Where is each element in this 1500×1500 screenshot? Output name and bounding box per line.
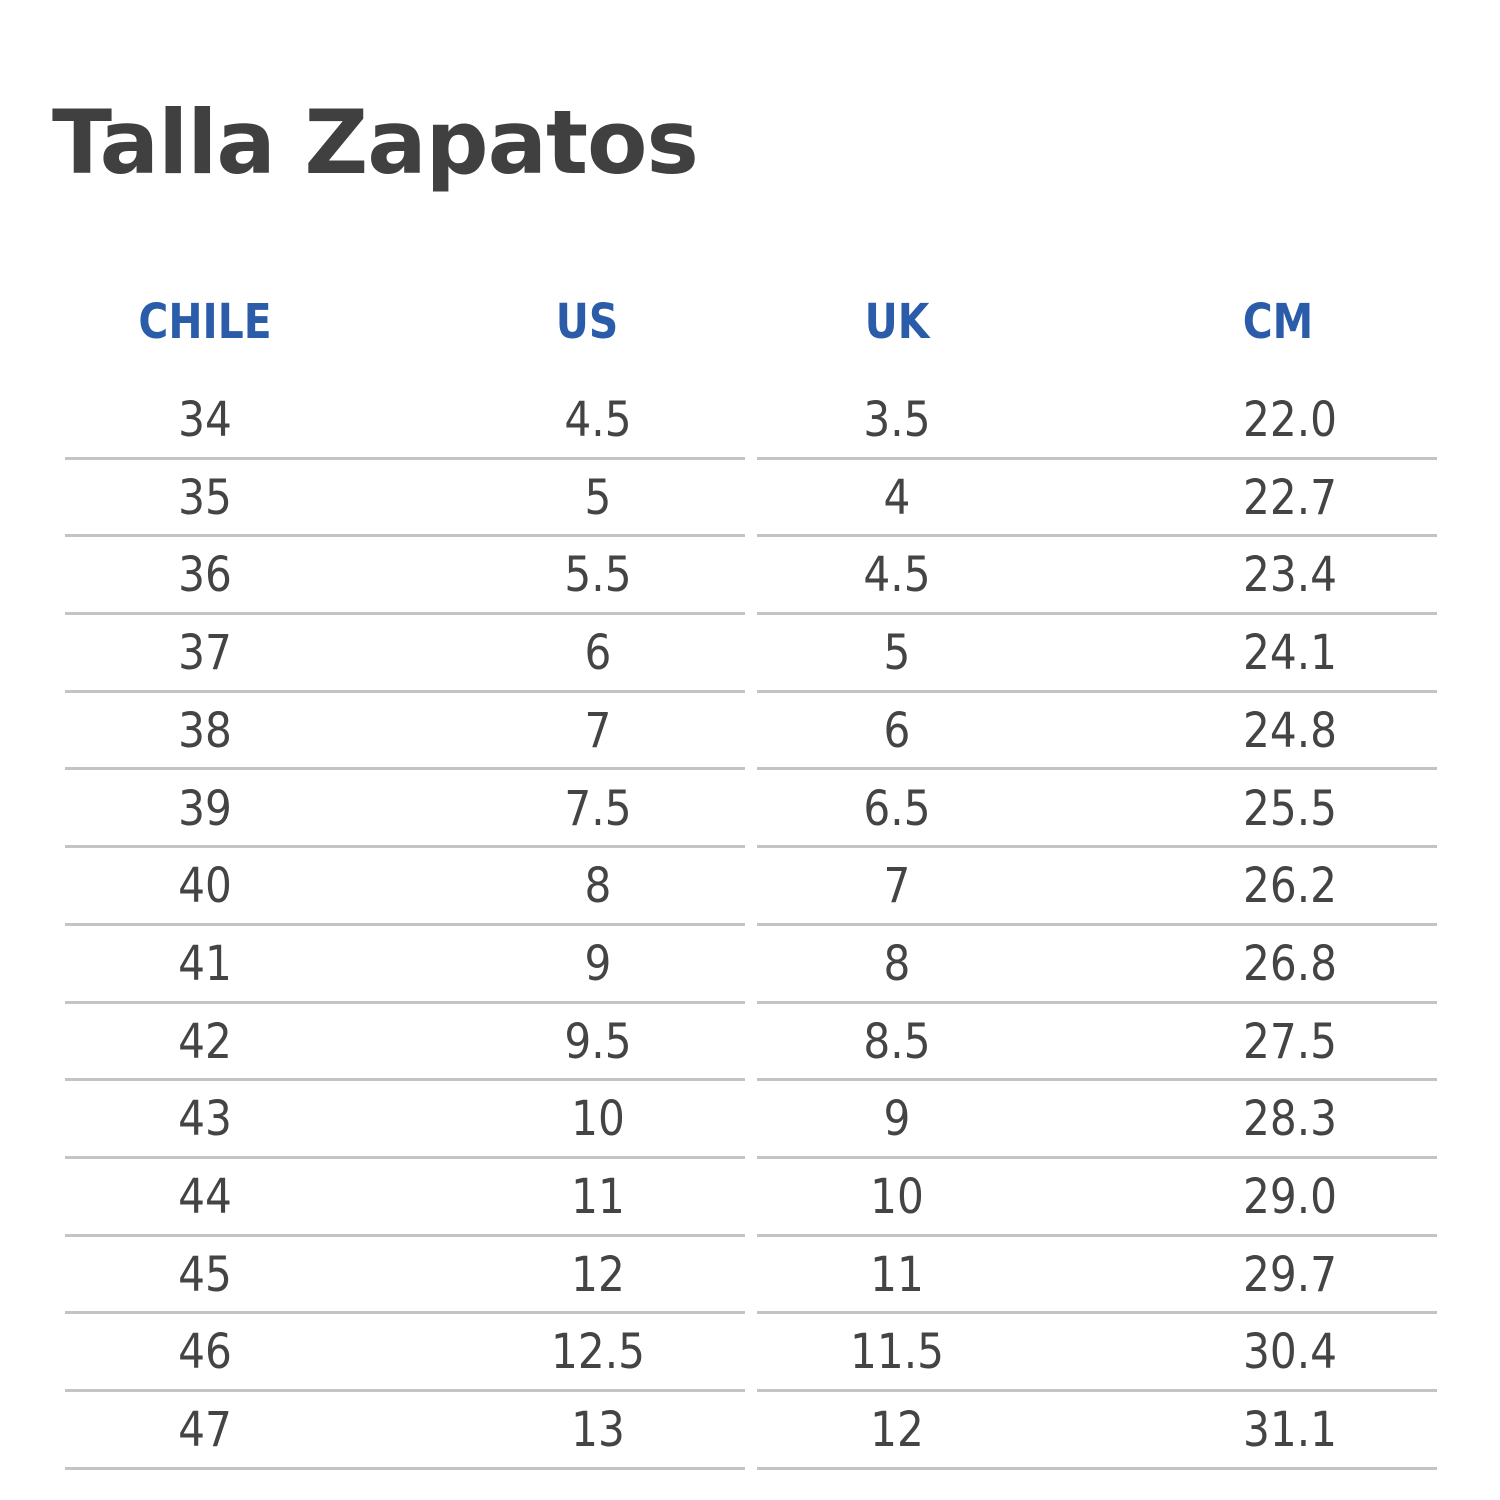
table-cell-uk: 9 xyxy=(883,1091,911,1148)
table-cell-uk: 4 xyxy=(883,469,911,526)
table-row-right: 6 24.8 xyxy=(757,693,1437,771)
table-cell-chile: 40 xyxy=(178,858,232,915)
table-row-right: 9 28.3 xyxy=(757,1081,1437,1159)
table-row-right: 8 26.8 xyxy=(757,926,1437,1004)
table-row-left: 35 5 xyxy=(65,460,745,538)
table-cell-us: 8 xyxy=(584,858,612,915)
table-cell-us: 5.5 xyxy=(564,547,632,604)
table-cell-uk: 8.5 xyxy=(863,1013,931,1070)
table-row-right: 3.5 22.0 xyxy=(757,382,1437,460)
table-cell-us: 12.5 xyxy=(550,1324,646,1381)
page-title: Talla Zapatos xyxy=(52,91,699,194)
column-header-us: US xyxy=(555,294,619,350)
table-cell-cm: 29.0 xyxy=(1242,1169,1338,1225)
table-row-left: 45 12 xyxy=(65,1237,745,1315)
table-cell-cm: 22.0 xyxy=(1242,392,1338,448)
table-cell-chile: 45 xyxy=(178,1246,232,1303)
table-row-right: 10 29.0 xyxy=(757,1159,1437,1237)
table-row-right: 8.5 27.5 xyxy=(757,1004,1437,1082)
table-cell-uk: 10 xyxy=(870,1169,924,1225)
table-cell-chile: 39 xyxy=(178,780,232,837)
table-row-right: 7 26.2 xyxy=(757,848,1437,926)
table-cell-cm: 26.2 xyxy=(1242,858,1338,915)
table-cell-cm: 29.7 xyxy=(1242,1246,1338,1303)
table-cell-chile: 44 xyxy=(178,1169,232,1225)
table-row-right: 12 31.1 xyxy=(757,1392,1437,1470)
table-cell-uk: 4.5 xyxy=(863,547,931,604)
table-row-right: 4.5 23.4 xyxy=(757,537,1437,615)
table-cell-uk: 8 xyxy=(883,935,911,992)
table-cell-cm: 31.1 xyxy=(1242,1402,1338,1459)
table-cell-chile: 41 xyxy=(178,935,232,992)
table-cell-us: 6 xyxy=(584,625,612,682)
table-cell-uk: 11 xyxy=(870,1246,924,1303)
table-cell-cm: 26.8 xyxy=(1242,935,1338,992)
table-row-right: 6.5 25.5 xyxy=(757,771,1437,849)
table-cell-us: 9 xyxy=(584,935,612,992)
table-cell-uk: 3.5 xyxy=(863,392,931,448)
table-row-left: 39 7.5 xyxy=(65,771,745,849)
table-row-right: 11.5 30.4 xyxy=(757,1314,1437,1392)
table-row-left: 46 12.5 xyxy=(65,1314,745,1392)
column-header-uk: UK xyxy=(864,294,930,350)
table-cell-cm: 28.3 xyxy=(1242,1091,1338,1148)
table-cell-chile: 36 xyxy=(178,547,232,604)
table-cell-chile: 47 xyxy=(178,1402,232,1459)
table-row-left: 47 13 xyxy=(65,1392,745,1470)
table-cell-uk: 11.5 xyxy=(849,1324,945,1381)
table-cell-uk: 6.5 xyxy=(863,780,931,837)
table-cell-chile: 46 xyxy=(178,1324,232,1381)
column-header-chile: CHILE xyxy=(138,294,272,350)
table-cell-us: 10 xyxy=(571,1091,625,1148)
table-cell-us: 12 xyxy=(571,1246,625,1303)
table-row-left: 34 4.5 xyxy=(65,382,745,460)
table-cell-chile: 37 xyxy=(178,625,232,682)
table-row-left: 40 8 xyxy=(65,848,745,926)
table-row-left: 38 7 xyxy=(65,693,745,771)
table-cell-chile: 34 xyxy=(178,392,232,448)
table-cell-us: 4.5 xyxy=(564,392,632,448)
table-cell-uk: 12 xyxy=(870,1402,924,1459)
table-cell-uk: 5 xyxy=(883,625,911,682)
table-cell-cm: 27.5 xyxy=(1242,1013,1338,1070)
table-row-left: 37 6 xyxy=(65,615,745,693)
table-cell-cm: 30.4 xyxy=(1242,1324,1338,1381)
table-cell-cm: 25.5 xyxy=(1242,780,1338,837)
table-cell-us: 7 xyxy=(584,702,612,759)
table-cell-us: 13 xyxy=(571,1402,625,1459)
table-cell-us: 11 xyxy=(571,1169,625,1225)
table-row-right: 11 29.7 xyxy=(757,1237,1437,1315)
table-row-left: 44 11 xyxy=(65,1159,745,1237)
table-cell-cm: 24.1 xyxy=(1242,625,1338,682)
table-row-right: 5 24.1 xyxy=(757,615,1437,693)
table-cell-cm: 22.7 xyxy=(1242,469,1338,526)
table-row-left: 41 9 xyxy=(65,926,745,1004)
table-cell-us: 9.5 xyxy=(564,1013,632,1070)
table-cell-chile: 43 xyxy=(178,1091,232,1148)
table-cell-us: 7.5 xyxy=(564,780,632,837)
table-cell-chile: 42 xyxy=(178,1013,232,1070)
table-cell-uk: 6 xyxy=(883,702,911,759)
table-cell-chile: 35 xyxy=(178,469,232,526)
table-cell-cm: 24.8 xyxy=(1242,702,1338,759)
table-row-left: 42 9.5 xyxy=(65,1004,745,1082)
table-cell-us: 5 xyxy=(584,469,612,526)
column-header-cm: CM xyxy=(1242,294,1314,350)
table-row-left: 43 10 xyxy=(65,1081,745,1159)
table-row-right: 4 22.7 xyxy=(757,460,1437,538)
table-cell-cm: 23.4 xyxy=(1242,547,1338,604)
table-cell-uk: 7 xyxy=(883,858,911,915)
table-row-left: 36 5.5 xyxy=(65,537,745,615)
table-cell-chile: 38 xyxy=(178,702,232,759)
